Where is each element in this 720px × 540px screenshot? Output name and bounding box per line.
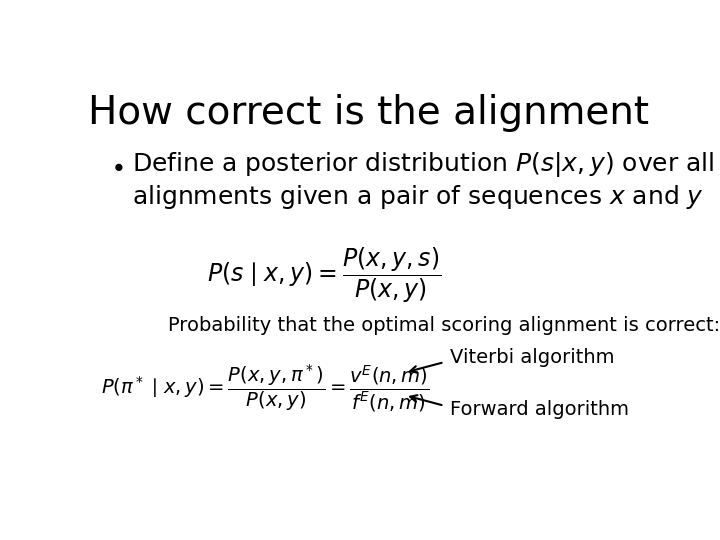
Text: $\bullet$: $\bullet$ [109,154,123,178]
Text: Forward algorithm: Forward algorithm [450,401,629,420]
Text: Viterbi algorithm: Viterbi algorithm [450,348,614,367]
Text: How correct is the alignment: How correct is the alignment [89,94,649,132]
Text: $P(s\mid x,y) = \dfrac{P(x,y,s)}{P(x,y)}$: $P(s\mid x,y) = \dfrac{P(x,y,s)}{P(x,y)}… [207,246,441,305]
Text: alignments given a pair of sequences $x$ and $y$: alignments given a pair of sequences $x$… [132,183,704,211]
Text: Probability that the optimal scoring alignment is correct:: Probability that the optimal scoring ali… [168,316,720,335]
Text: Define a posterior distribution $P(s|x,y)$ over all: Define a posterior distribution $P(s|x,y… [132,150,714,179]
Text: $P(\pi^*\mid x,y) = \dfrac{P(x,y,\pi^*)}{P(x,y)} = \dfrac{v^E(n,m)}{f^E(n,m)}$: $P(\pi^*\mid x,y) = \dfrac{P(x,y,\pi^*)}… [101,362,430,414]
